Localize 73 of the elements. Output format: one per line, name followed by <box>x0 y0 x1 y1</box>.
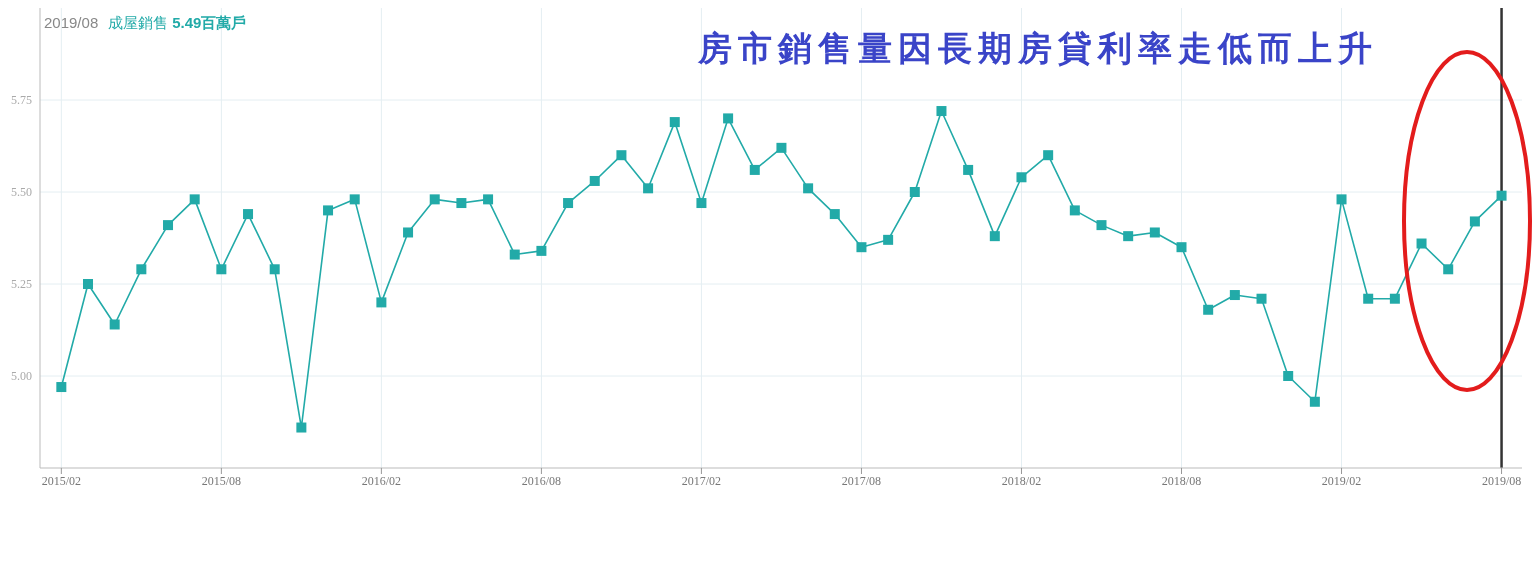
point <box>1203 304 1214 315</box>
point <box>1443 264 1454 275</box>
point <box>1149 227 1160 238</box>
annotation: 5.49百萬戶 <box>172 14 247 31</box>
point <box>189 194 200 205</box>
point <box>83 279 94 289</box>
point <box>536 245 547 256</box>
point <box>403 227 414 238</box>
point <box>909 187 920 197</box>
point <box>616 150 627 161</box>
point <box>1123 231 1134 242</box>
point <box>1016 172 1027 183</box>
point <box>483 194 494 205</box>
point <box>1043 150 1054 161</box>
point <box>109 319 120 330</box>
point <box>323 205 334 216</box>
point <box>749 164 760 175</box>
x-tick-label: 2019/08 <box>1481 473 1522 488</box>
x-tick-label: 2017/08 <box>841 473 882 488</box>
point <box>349 194 360 205</box>
text: 房市銷售量因長期房貸利率走低而上升 <box>698 27 1378 70</box>
point <box>1176 242 1187 253</box>
point <box>643 183 654 194</box>
point <box>216 264 227 275</box>
point <box>1469 216 1480 227</box>
point <box>1096 220 1107 231</box>
point <box>723 113 734 124</box>
point <box>856 242 867 253</box>
y-tick-label: 5.25 <box>11 277 32 292</box>
point <box>509 249 520 260</box>
point <box>776 142 787 153</box>
point <box>376 297 387 308</box>
x-tick-label: 2016/08 <box>521 473 562 488</box>
point <box>1283 371 1294 381</box>
point <box>1363 293 1374 304</box>
point <box>963 164 974 175</box>
y-tick-label: 5.75 <box>11 93 32 108</box>
x-tick-label: 2017/02 <box>681 473 722 488</box>
point <box>589 175 600 186</box>
point <box>1416 238 1427 249</box>
point <box>136 264 147 275</box>
x-tick-label: 2015/08 <box>201 473 242 488</box>
point <box>1256 293 1267 304</box>
x-tick-label: 2018/02 <box>1001 473 1042 488</box>
x-tick-label: 2019/02 <box>1321 473 1362 488</box>
x-tick-label: 2016/02 <box>361 473 402 488</box>
point <box>1229 290 1240 301</box>
point <box>989 231 1000 242</box>
y-tick-label: 5.00 <box>11 369 32 384</box>
point <box>296 422 307 433</box>
point <box>1336 194 1347 205</box>
point <box>1069 205 1080 216</box>
point <box>883 234 894 245</box>
annotation: 2019/08 <box>44 14 99 31</box>
point <box>669 117 680 128</box>
point <box>1309 396 1320 407</box>
text: 成屋銷售 <box>108 14 169 31</box>
y-tick-label: 5.50 <box>11 185 32 200</box>
point <box>163 220 174 231</box>
point <box>1496 190 1507 201</box>
point <box>563 198 574 209</box>
point <box>56 382 67 393</box>
point <box>803 183 814 194</box>
point <box>456 198 467 209</box>
point <box>696 198 707 209</box>
point <box>269 264 280 275</box>
point <box>829 209 840 220</box>
x-tick-label: 2018/08 <box>1161 473 1202 488</box>
point <box>243 209 254 220</box>
point <box>936 106 947 117</box>
point <box>429 194 440 205</box>
point <box>1389 293 1400 304</box>
x-tick-label: 2015/02 <box>41 473 82 488</box>
